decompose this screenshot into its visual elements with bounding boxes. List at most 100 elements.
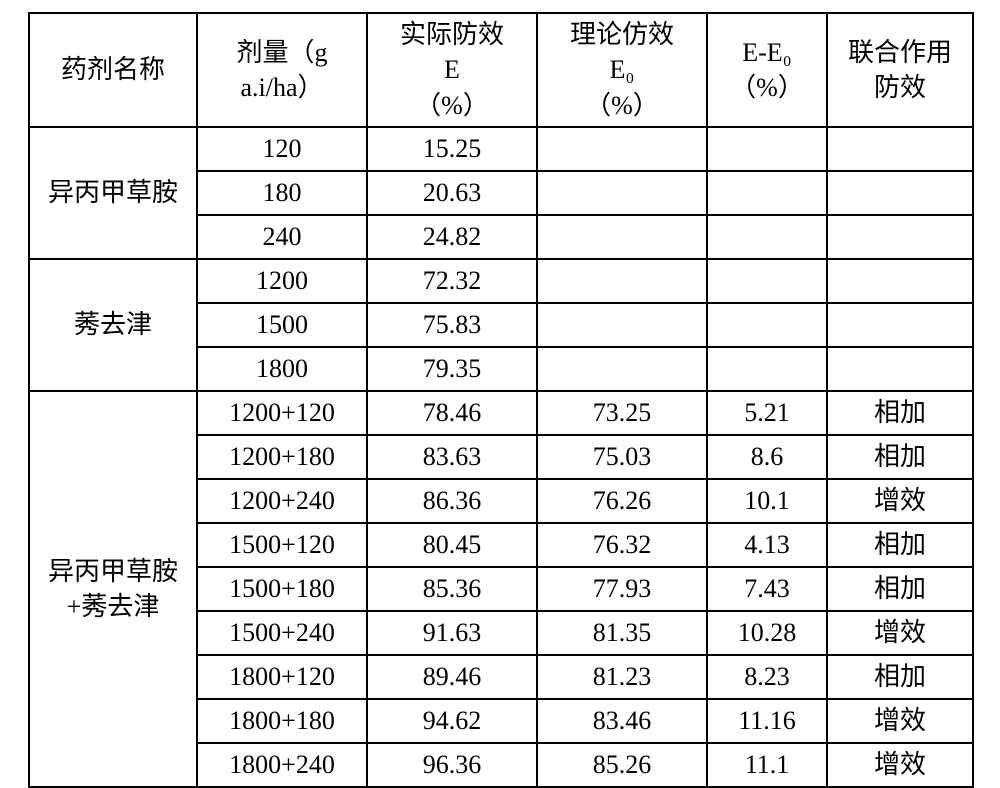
cell-dose: 1200+240 xyxy=(197,479,367,523)
cell-e0: 75.03 xyxy=(537,435,707,479)
cell-dose: 1800 xyxy=(197,347,367,391)
agent-name-l1: 异丙甲草胺 xyxy=(48,557,178,586)
header-e0-l1: 理论仿效 xyxy=(570,20,674,49)
cell-e0 xyxy=(537,171,707,215)
header-row: 药剂名称 剂量（g a.i/ha） 实际防效 E （%） 理论仿效 E₀ （%）… xyxy=(29,13,973,127)
cell-e: 94.62 xyxy=(367,699,537,743)
cell-e: 85.36 xyxy=(367,567,537,611)
efficacy-table-wrapper: 药剂名称 剂量（g a.i/ha） 实际防效 E （%） 理论仿效 E₀ （%）… xyxy=(0,0,1000,779)
header-dose-l1: 剂量（g xyxy=(236,38,327,67)
cell-effect: 增效 xyxy=(827,743,973,787)
cell-diff: 11.16 xyxy=(707,699,827,743)
cell-e: 96.36 xyxy=(367,743,537,787)
header-e-l1: 实际防效 xyxy=(400,20,504,49)
cell-dose: 1200 xyxy=(197,259,367,303)
cell-effect: 相加 xyxy=(827,435,973,479)
cell-effect xyxy=(827,303,973,347)
header-e0: 理论仿效 E₀ （%） xyxy=(537,13,707,127)
cell-e0: 81.35 xyxy=(537,611,707,655)
cell-diff: 8.23 xyxy=(707,655,827,699)
cell-e: 80.45 xyxy=(367,523,537,567)
cell-effect xyxy=(827,347,973,391)
cell-e: 15.25 xyxy=(367,127,537,171)
agent-name-cell: 异丙甲草胺 xyxy=(29,127,197,259)
cell-e: 75.83 xyxy=(367,303,537,347)
cell-diff xyxy=(707,127,827,171)
cell-diff: 10.1 xyxy=(707,479,827,523)
cell-dose: 1800+180 xyxy=(197,699,367,743)
header-e-l2: E xyxy=(444,55,460,84)
cell-dose: 1500+120 xyxy=(197,523,367,567)
cell-effect xyxy=(827,171,973,215)
cell-e: 79.35 xyxy=(367,347,537,391)
header-effect-l1: 联合作用 xyxy=(848,38,952,67)
cell-effect: 增效 xyxy=(827,611,973,655)
header-e: 实际防效 E （%） xyxy=(367,13,537,127)
cell-diff xyxy=(707,215,827,259)
cell-dose: 1200+180 xyxy=(197,435,367,479)
cell-e0 xyxy=(537,347,707,391)
cell-diff xyxy=(707,303,827,347)
cell-e: 86.36 xyxy=(367,479,537,523)
cell-dose: 1500+180 xyxy=(197,567,367,611)
cell-dose: 1500+240 xyxy=(197,611,367,655)
cell-e0: 76.26 xyxy=(537,479,707,523)
cell-e0 xyxy=(537,303,707,347)
cell-e0: 81.23 xyxy=(537,655,707,699)
cell-e: 24.82 xyxy=(367,215,537,259)
cell-diff xyxy=(707,171,827,215)
cell-e: 89.46 xyxy=(367,655,537,699)
table-row: 莠去津 1200 72.32 xyxy=(29,259,973,303)
cell-diff: 7.43 xyxy=(707,567,827,611)
cell-e0 xyxy=(537,215,707,259)
cell-diff: 4.13 xyxy=(707,523,827,567)
cell-dose: 1800+240 xyxy=(197,743,367,787)
header-dose-l2: a.i/ha） xyxy=(240,73,323,102)
cell-dose: 1500 xyxy=(197,303,367,347)
header-effect-l2: 防效 xyxy=(874,73,926,102)
cell-e0 xyxy=(537,127,707,171)
cell-e: 78.46 xyxy=(367,391,537,435)
cell-e: 20.63 xyxy=(367,171,537,215)
cell-dose: 1200+120 xyxy=(197,391,367,435)
cell-dose: 120 xyxy=(197,127,367,171)
table-row: 异丙甲草胺 +莠去津 1200+120 78.46 73.25 5.21 相加 xyxy=(29,391,973,435)
cell-diff xyxy=(707,347,827,391)
agent-name-l2: +莠去津 xyxy=(67,592,160,621)
cell-effect: 相加 xyxy=(827,391,973,435)
cell-e: 72.32 xyxy=(367,259,537,303)
header-e0-l3: （%） xyxy=(585,91,659,120)
header-e0-l2: E₀ xyxy=(610,55,635,84)
cell-dose: 1800+120 xyxy=(197,655,367,699)
cell-diff xyxy=(707,259,827,303)
cell-e0: 85.26 xyxy=(537,743,707,787)
efficacy-table: 药剂名称 剂量（g a.i/ha） 实际防效 E （%） 理论仿效 E₀ （%）… xyxy=(28,12,974,788)
cell-effect xyxy=(827,259,973,303)
header-name: 药剂名称 xyxy=(29,13,197,127)
cell-diff: 10.28 xyxy=(707,611,827,655)
cell-diff: 5.21 xyxy=(707,391,827,435)
agent-name-cell: 异丙甲草胺 +莠去津 xyxy=(29,391,197,787)
cell-e: 83.63 xyxy=(367,435,537,479)
agent-name-cell: 莠去津 xyxy=(29,259,197,391)
cell-effect: 相加 xyxy=(827,655,973,699)
header-diff-l2: （%） xyxy=(730,73,804,102)
table-row: 异丙甲草胺 120 15.25 xyxy=(29,127,973,171)
cell-e0: 83.46 xyxy=(537,699,707,743)
header-effect: 联合作用 防效 xyxy=(827,13,973,127)
cell-diff: 8.6 xyxy=(707,435,827,479)
cell-dose: 180 xyxy=(197,171,367,215)
header-diff-l1: E-E₀ xyxy=(742,38,792,67)
cell-e0: 77.93 xyxy=(537,567,707,611)
header-dose: 剂量（g a.i/ha） xyxy=(197,13,367,127)
cell-diff: 11.1 xyxy=(707,743,827,787)
cell-e: 91.63 xyxy=(367,611,537,655)
cell-dose: 240 xyxy=(197,215,367,259)
cell-e0 xyxy=(537,259,707,303)
cell-effect: 相加 xyxy=(827,567,973,611)
header-e-l3: （%） xyxy=(415,91,489,120)
header-diff: E-E₀ （%） xyxy=(707,13,827,127)
cell-effect xyxy=(827,215,973,259)
cell-effect xyxy=(827,127,973,171)
cell-effect: 增效 xyxy=(827,699,973,743)
